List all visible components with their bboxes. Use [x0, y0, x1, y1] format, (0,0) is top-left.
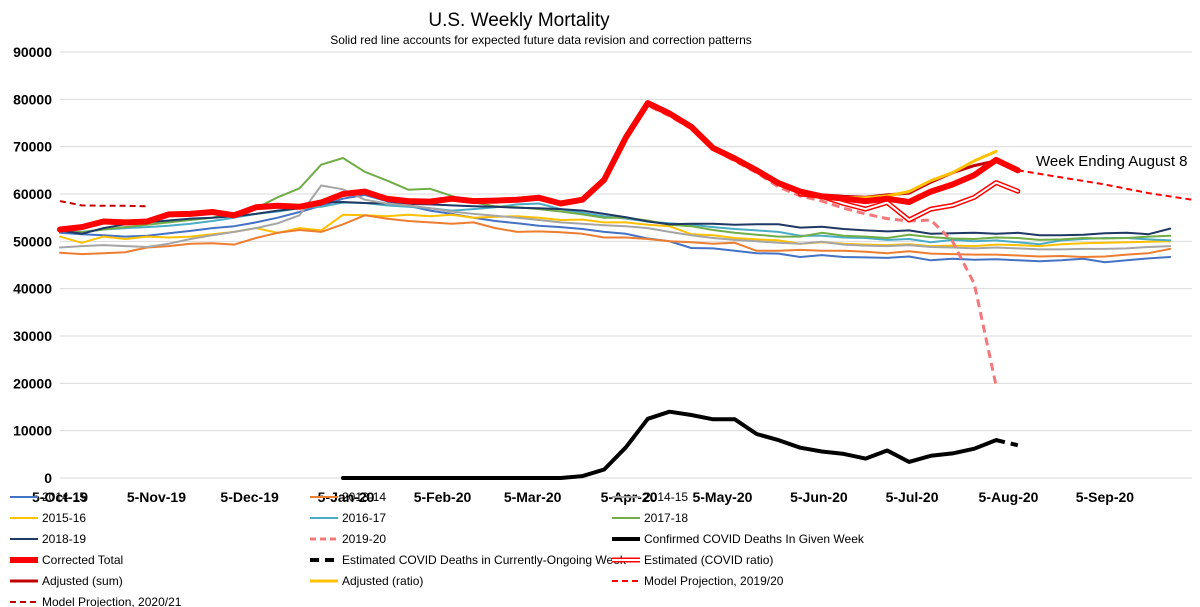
legend-item: 2015-16 — [10, 511, 86, 525]
series-line-8 — [341, 409, 999, 480]
legend-label: Estimated (COVID ratio) — [644, 553, 773, 567]
y-tick-label: 60000 — [13, 186, 52, 202]
series-lines — [57, 100, 1193, 480]
series-line-10-inner — [799, 181, 1019, 221]
legend-label: 2016-17 — [342, 511, 386, 525]
legend-item: Estimated COVID Deaths in Currently-Ongo… — [310, 553, 627, 567]
y-tick-label: 50000 — [13, 233, 52, 249]
y-tick-label: 0 — [44, 470, 52, 486]
series-line-15 — [59, 200, 148, 208]
series-line-12 — [798, 149, 998, 200]
x-tick-label: 5-Nov-19 — [127, 489, 186, 505]
legend-item: 2018-19 — [10, 532, 86, 546]
legend-item: 2019-20 — [310, 532, 386, 546]
grid-lines — [60, 51, 1192, 479]
legend-item: Confirmed COVID Deaths In Given Week — [612, 532, 865, 546]
legend-label: 2018-19 — [42, 532, 86, 546]
series-line-4 — [59, 201, 1172, 237]
y-tick-label: 30000 — [13, 328, 52, 344]
y-axis-ticks: 0 10000 20000 30000 40000 50000 60000 70000 8000… — [13, 44, 52, 486]
legend-item: Model Projection, 2020/21 — [10, 595, 182, 607]
x-tick-label: 5-Oct-19 — [32, 489, 88, 505]
legend-item: Adjusted (ratio) — [310, 574, 423, 588]
y-tick-label: 10000 — [13, 423, 52, 439]
legend-item: 2017-18 — [612, 511, 688, 525]
legend-item: 2013-14 — [310, 490, 386, 504]
x-tick-label: 5-Jan-20 — [318, 489, 375, 505]
y-tick-label: 70000 — [13, 139, 52, 155]
legend-item: Corrected Total — [10, 553, 123, 567]
legend-label: 2017-18 — [644, 511, 688, 525]
legend-label: 2014-15 — [42, 490, 86, 504]
legend-item: 2014-15 — [10, 490, 86, 504]
series-line-0 — [59, 193, 1172, 264]
x-tick-label: 5-May-20 — [692, 489, 752, 505]
x-tick-label: 5-Mar-20 — [504, 489, 562, 505]
legend-label: Model Projection, 2020/21 — [42, 595, 182, 607]
chart-title: U.S. Weekly Mortality — [428, 10, 610, 31]
x-tick-label: 5-Aug-20 — [979, 489, 1039, 505]
legend-item: Estimated (COVID ratio) — [612, 553, 773, 567]
legend-item: 2014-15 — [612, 490, 688, 504]
y-tick-label: 80000 — [13, 91, 52, 107]
legend-item: Model Projection, 2019/20 — [612, 574, 784, 588]
annotation-week-ending: Week Ending August 8 — [1036, 153, 1188, 170]
x-tick-label: 5-Dec-19 — [220, 489, 279, 505]
legend-label: 2013-14 — [342, 490, 386, 504]
series-line-13 — [57, 100, 1021, 233]
x-tick-label: 5-Jul-20 — [886, 489, 939, 505]
y-tick-label: 20000 — [13, 375, 52, 391]
y-tick-label: 90000 — [13, 44, 52, 60]
series-line-6 — [59, 184, 1172, 251]
y-tick-label: 40000 — [13, 281, 52, 297]
series-line-5 — [59, 214, 1172, 258]
legend-label: 2019-20 — [342, 532, 386, 546]
series-line-9 — [995, 438, 1019, 448]
legend-label: Confirmed COVID Deaths In Given Week — [644, 532, 865, 546]
legend-label: Estimated COVID Deaths in Currently-Ongo… — [342, 553, 627, 567]
legend-label: Corrected Total — [42, 553, 123, 567]
x-tick-label: 5-Sep-20 — [1076, 489, 1135, 505]
legend-label: Adjusted (ratio) — [342, 574, 423, 588]
series-line-14 — [1017, 169, 1193, 201]
legend-label: 2014-15 — [644, 490, 688, 504]
x-axis-ticks: 5-Oct-19 5-Nov-19 5-Dec-19 5-Jan-20 5-Feb-20… — [32, 489, 1134, 505]
legend-item: 2016-17 — [310, 511, 386, 525]
legend-item: Adjusted (sum) — [10, 574, 123, 588]
legend-label: Model Projection, 2019/20 — [644, 574, 784, 588]
x-tick-label: 5-Feb-20 — [414, 489, 472, 505]
legend: 2014-15 2013-14 2014-15 2015-16 2016-17 2017-… — [10, 490, 865, 607]
legend-label: Adjusted (sum) — [42, 574, 123, 588]
legend-label: 2015-16 — [42, 511, 86, 525]
x-tick-label: 5-Jun-20 — [790, 489, 848, 505]
chart-subtitle: Solid red line accounts for expected fut… — [330, 33, 752, 47]
